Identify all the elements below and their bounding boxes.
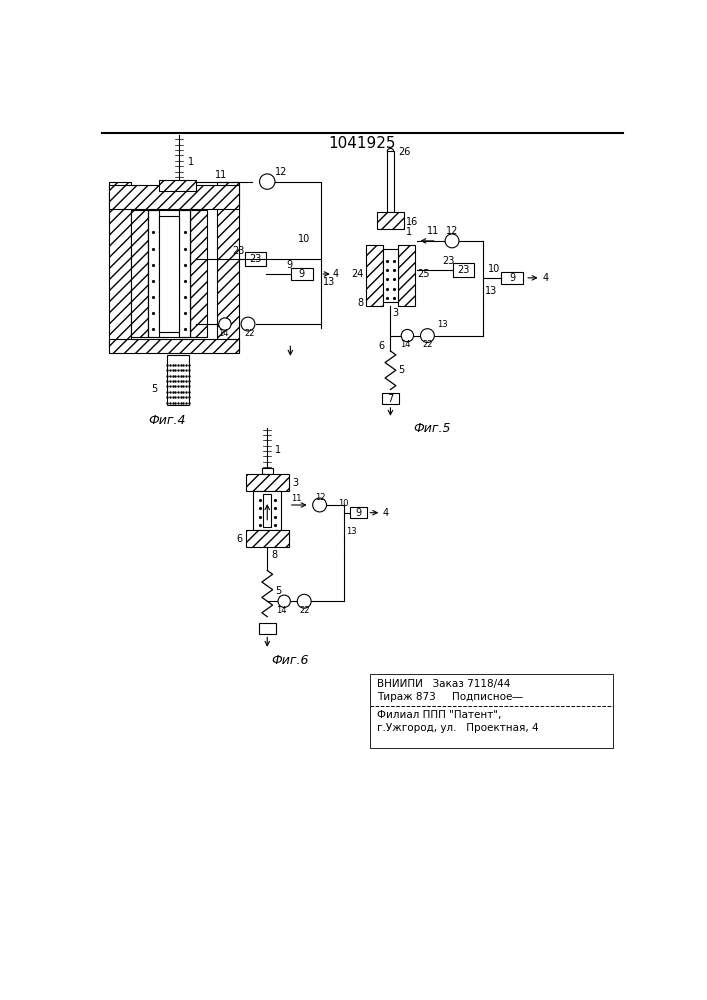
Bar: [246, 530, 288, 547]
Bar: [262, 468, 273, 474]
Text: 5: 5: [151, 384, 157, 394]
Text: 10: 10: [298, 234, 310, 244]
Bar: [398, 245, 415, 306]
Bar: [131, 210, 148, 337]
Text: ВНИИПИ   Заказ 7118/44: ВНИИПИ Заказ 7118/44: [377, 679, 510, 689]
Bar: [387, 151, 394, 212]
Bar: [245, 252, 267, 266]
Text: Тираж 873     Подписное―: Тираж 873 Подписное―: [377, 692, 522, 702]
Text: 1: 1: [406, 227, 412, 237]
Text: Фиг.6: Фиг.6: [271, 654, 308, 667]
Circle shape: [445, 234, 459, 248]
Text: 14: 14: [218, 329, 228, 338]
Bar: [110, 182, 131, 351]
Text: 7: 7: [387, 394, 394, 404]
Bar: [377, 212, 404, 229]
Text: 1: 1: [275, 445, 281, 455]
Bar: [382, 393, 399, 404]
Bar: [217, 182, 239, 351]
Bar: [148, 210, 190, 337]
Text: 9: 9: [509, 273, 515, 283]
Circle shape: [241, 317, 255, 331]
Text: 6: 6: [236, 534, 243, 544]
Text: 13: 13: [346, 527, 357, 536]
Text: г.Ужгород, ул.   Проектная, 4: г.Ужгород, ул. Проектная, 4: [377, 723, 538, 733]
Text: 26: 26: [398, 147, 411, 157]
Bar: [452, 263, 474, 277]
Bar: [370, 674, 613, 748]
Text: 24: 24: [351, 269, 363, 279]
Text: 11: 11: [426, 226, 439, 236]
Text: 22: 22: [245, 329, 255, 338]
Circle shape: [297, 594, 311, 608]
Circle shape: [421, 329, 434, 343]
Text: 6: 6: [378, 341, 385, 351]
Text: 9: 9: [299, 269, 305, 279]
Text: 12: 12: [315, 493, 325, 502]
Bar: [110, 185, 239, 209]
Text: Фиг.5: Фиг.5: [414, 422, 451, 434]
Text: 4: 4: [333, 269, 339, 279]
Text: 1041925: 1041925: [328, 136, 396, 151]
Bar: [190, 210, 207, 337]
Bar: [158, 216, 180, 332]
Text: 23: 23: [442, 256, 455, 266]
Text: 23: 23: [250, 254, 262, 264]
Text: 10: 10: [339, 499, 349, 508]
Text: 9: 9: [286, 260, 293, 270]
Circle shape: [278, 595, 291, 607]
Text: 3: 3: [393, 308, 399, 318]
Bar: [160, 180, 197, 191]
Bar: [291, 268, 312, 280]
Circle shape: [402, 329, 414, 342]
Text: 12: 12: [275, 167, 287, 177]
Bar: [350, 507, 366, 518]
Text: Фиг.4: Фиг.4: [148, 414, 185, 427]
Text: 9: 9: [355, 508, 361, 518]
Bar: [259, 623, 276, 634]
Text: 22: 22: [299, 606, 310, 615]
Bar: [264, 494, 271, 527]
Bar: [366, 245, 382, 306]
Circle shape: [312, 498, 327, 512]
Text: 23: 23: [232, 246, 244, 256]
Text: 4: 4: [543, 273, 549, 283]
Text: 23: 23: [457, 265, 469, 275]
Text: 1: 1: [188, 157, 194, 167]
Text: 10: 10: [489, 264, 501, 274]
Text: 13: 13: [437, 320, 448, 329]
Bar: [148, 210, 158, 337]
Circle shape: [259, 174, 275, 189]
Bar: [246, 474, 288, 491]
Text: 8: 8: [357, 298, 363, 308]
Text: 16: 16: [406, 217, 418, 227]
Text: 13: 13: [324, 277, 336, 287]
Text: 25: 25: [417, 269, 430, 279]
Text: 12: 12: [446, 226, 458, 236]
Text: 5: 5: [275, 586, 281, 596]
Bar: [180, 210, 190, 337]
Bar: [253, 491, 281, 530]
Bar: [110, 339, 239, 353]
Text: 11: 11: [291, 494, 302, 503]
Text: 13: 13: [485, 286, 498, 296]
Text: 5: 5: [398, 365, 404, 375]
Text: 14: 14: [276, 606, 286, 615]
Text: 11: 11: [215, 170, 227, 180]
Ellipse shape: [387, 148, 394, 153]
Text: 8: 8: [271, 550, 277, 560]
Bar: [173, 182, 185, 188]
Text: 3: 3: [292, 478, 298, 488]
Bar: [167, 355, 189, 405]
Text: 14: 14: [401, 340, 411, 349]
Circle shape: [218, 318, 231, 330]
Bar: [382, 249, 398, 302]
Text: Филиал ППП "Патент",: Филиал ППП "Патент",: [377, 710, 501, 720]
Text: 4: 4: [382, 508, 389, 518]
Bar: [501, 272, 523, 284]
Text: 22: 22: [422, 340, 433, 349]
